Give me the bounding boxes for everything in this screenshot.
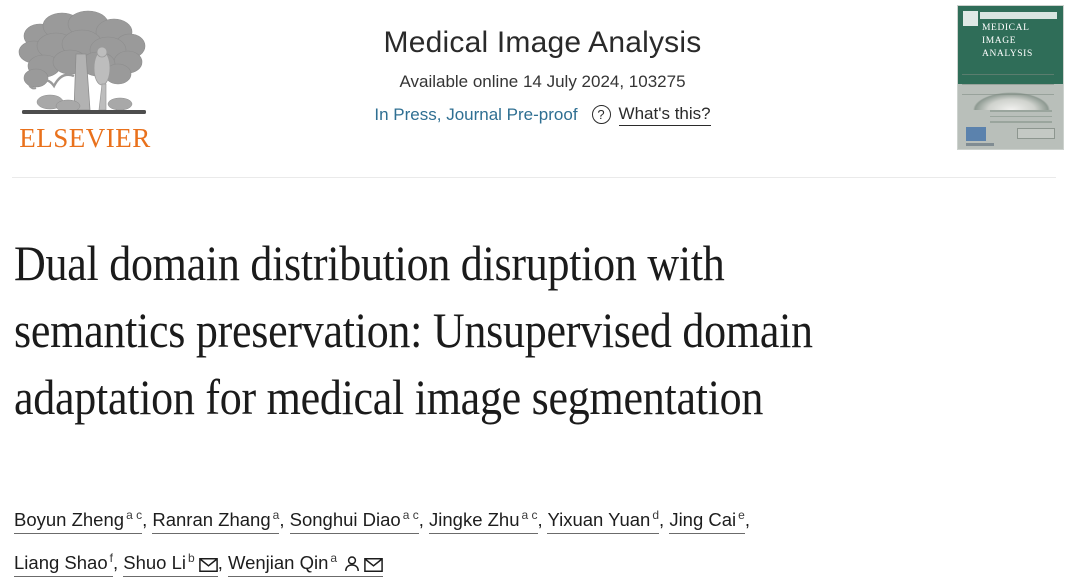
cover-title-line-2: IMAGE: [982, 36, 1017, 46]
whats-this-button[interactable]: ? What's this?: [591, 103, 711, 126]
author-separator: ,: [217, 552, 228, 574]
question-mark-circle-icon: ?: [591, 105, 611, 124]
author-affiliation: b: [188, 551, 195, 566]
author-link[interactable]: Yixuan Yuan d: [547, 508, 660, 535]
cover-logo-badge: [966, 127, 986, 141]
author-affiliation: f: [109, 551, 113, 566]
author-separator: ,: [744, 509, 750, 531]
cover-elsevier-icon: [963, 11, 978, 26]
author-row: Liang Shao f, Shuo Li b, Wenjian Qin a: [14, 539, 1064, 582]
cover-title: MEDICAL IMAGE ANALYSIS: [982, 22, 1033, 61]
author-affiliation: a c: [521, 508, 538, 522]
author-affiliation: d: [652, 508, 660, 522]
elsevier-wordmark: ELSEVIER: [19, 123, 151, 153]
cover-footer-box: [1017, 128, 1055, 139]
author-link[interactable]: Jingke Zhu a c: [429, 508, 538, 535]
header-divider: [12, 177, 1056, 178]
journal-status-row: In Press, Journal Pre-proof ? What's thi…: [230, 103, 855, 126]
author-separator: ,: [418, 509, 429, 531]
envelope-icon[interactable]: [364, 558, 383, 573]
author-list: Boyun Zheng a c, Ranran Zhang a, Songhui D…: [14, 496, 1064, 582]
cover-text-lines: [990, 110, 1052, 127]
person-icon[interactable]: [344, 556, 360, 572]
author-link[interactable]: Ranran Zhang a: [152, 508, 280, 535]
whats-this-label: What's this?: [618, 103, 711, 126]
cover-title-line-1: MEDICAL: [982, 23, 1030, 33]
journal-availability: Available online 14 July 2024, 103275: [399, 72, 686, 91]
author-link[interactable]: Jing Cai e: [669, 508, 745, 535]
journal-name: Medical Image Analysis: [383, 26, 702, 59]
cover-top-band: [980, 12, 1057, 19]
publication-header: ELSEVIER Medical Image Analysis Availabl…: [0, 0, 1080, 178]
author-affiliation: a: [272, 508, 280, 522]
cover-title-line-3: ANALYSIS: [982, 49, 1033, 59]
author-separator: ,: [659, 509, 670, 531]
author-affiliation: a: [330, 551, 338, 566]
author-separator: ,: [112, 552, 124, 574]
author-separator: ,: [279, 509, 290, 531]
journal-info: Medical Image Analysis Available online …: [230, 24, 855, 126]
author-link[interactable]: Songhui Diao a c: [289, 508, 419, 535]
author-link[interactable]: Wenjian Qin a: [227, 551, 384, 578]
elsevier-tree-icon: [18, 10, 146, 114]
elsevier-logo[interactable]: ELSEVIER: [10, 6, 158, 156]
author-affiliation: a c: [402, 508, 419, 522]
author-link[interactable]: Shuo Li b: [123, 551, 218, 578]
author-separator: ,: [537, 509, 548, 531]
author-affiliation: a c: [126, 508, 143, 522]
cover-logo-caption: [966, 143, 994, 146]
author-row: Boyun Zheng a c, Ranran Zhang a, Songhui D…: [14, 496, 1064, 539]
envelope-icon[interactable]: [198, 558, 218, 573]
author-affiliation: e: [738, 508, 745, 522]
author-link[interactable]: Boyun Zheng a c: [14, 508, 143, 535]
journal-cover-thumbnail[interactable]: MEDICAL IMAGE ANALYSIS: [957, 5, 1064, 150]
author-separator: ,: [142, 509, 153, 531]
article-title: Dual domain distribution disruption with…: [14, 234, 813, 425]
in-press-link[interactable]: In Press, Journal Pre-proof: [374, 104, 578, 124]
author-link[interactable]: Liang Shao f: [14, 551, 113, 578]
cover-brain-image: [958, 58, 1063, 110]
